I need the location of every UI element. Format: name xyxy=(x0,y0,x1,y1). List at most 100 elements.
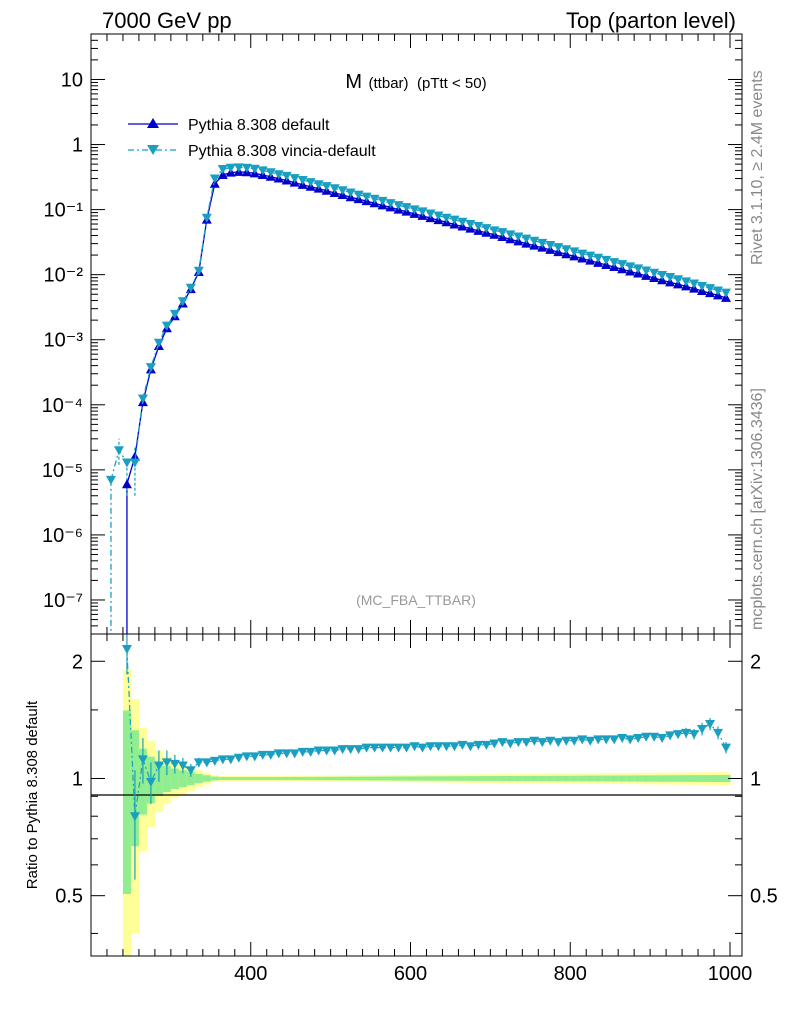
vincia-point xyxy=(153,338,164,348)
vincia-point xyxy=(641,266,652,276)
ratio-point xyxy=(209,756,220,766)
ratio-band-inner xyxy=(602,775,611,782)
vincia-point xyxy=(705,284,716,294)
ratio-band-inner xyxy=(426,776,435,781)
vincia-point xyxy=(633,264,644,274)
ratio-band-inner xyxy=(330,776,340,781)
vincia-point xyxy=(545,240,556,250)
ratio-band-inner xyxy=(282,777,292,780)
ratio-band-inner xyxy=(170,768,180,790)
ratio-point xyxy=(465,742,476,752)
ratio-band-inner xyxy=(522,775,531,782)
ratio-point xyxy=(457,740,468,750)
ratio-point xyxy=(577,735,588,745)
ratio-point xyxy=(289,749,300,759)
vincia-point xyxy=(649,268,660,278)
vincia-point xyxy=(561,245,572,255)
ratio-point xyxy=(393,743,404,753)
ratio-band-inner xyxy=(586,775,595,782)
ratio-point xyxy=(345,745,356,755)
ratio-band-inner xyxy=(642,775,651,782)
y-tick-label: 10⁻⁶ xyxy=(42,525,83,547)
ratio-point xyxy=(641,732,652,742)
y-tick-label: 10 xyxy=(61,69,83,91)
x-tick-label: 400 xyxy=(234,963,267,985)
vincia-point xyxy=(265,168,276,178)
vincia-point xyxy=(353,190,364,200)
main-axes: 10 1 10⁻¹ 10⁻² 10⁻³ 10⁻⁴ 10⁻⁵ 10⁻⁶ 10⁻⁷ xyxy=(42,33,742,635)
ratio-band-inner xyxy=(122,710,132,895)
vincia-point xyxy=(569,247,580,257)
vincia-point xyxy=(361,192,372,202)
vincia-point xyxy=(425,209,436,219)
ratio-point xyxy=(649,732,660,742)
vincia-point xyxy=(713,286,724,296)
ratio-point xyxy=(193,758,204,768)
ratio-point xyxy=(297,747,308,757)
ratio-point xyxy=(377,743,388,753)
ratio-point xyxy=(721,743,732,753)
vincia-point xyxy=(377,196,388,206)
ratio-data xyxy=(121,634,732,880)
ratio-point xyxy=(201,758,212,768)
ratio-point xyxy=(513,738,524,748)
ratio-point xyxy=(425,742,436,752)
ratio-y-tick-label-right: 1 xyxy=(750,768,761,790)
ratio-band-inner xyxy=(634,775,643,782)
vincia-point xyxy=(513,232,524,242)
ratio-point xyxy=(121,645,132,655)
vincia-point xyxy=(209,174,220,184)
ratio-point xyxy=(241,752,252,762)
ratio-point xyxy=(137,755,148,765)
vincia-point xyxy=(321,182,332,192)
ratio-point xyxy=(217,755,228,765)
vincia-point xyxy=(241,163,252,173)
ratio-point xyxy=(409,742,420,752)
vincia-point xyxy=(145,363,156,373)
ratio-band-inner xyxy=(298,776,308,781)
ratio-band-inner xyxy=(682,775,691,782)
y-tick-label: 10⁻³ xyxy=(44,330,84,352)
vincia-point xyxy=(497,228,508,238)
vincia-point xyxy=(121,458,132,468)
vincia-point xyxy=(441,213,452,223)
header-left: 7000 GeV pp xyxy=(102,8,232,33)
ratio-band-inner xyxy=(474,776,483,781)
ratio-point xyxy=(585,736,596,746)
ratio-band-inner xyxy=(354,776,364,781)
vincia-point xyxy=(529,236,540,246)
ratio-band-inner xyxy=(626,775,635,782)
vincia-point xyxy=(465,220,476,230)
ratio-band-inner xyxy=(546,775,555,782)
legend: Pythia 8.308 default Pythia 8.308 vincia… xyxy=(128,117,376,160)
ratio-point xyxy=(497,738,508,748)
ratio-point xyxy=(633,734,644,744)
ratio-vincia-line xyxy=(126,648,727,817)
ratio-point xyxy=(313,746,324,756)
vincia-point xyxy=(625,262,636,272)
ratio-point xyxy=(169,759,180,769)
ratio-point xyxy=(713,728,724,738)
mcplots-label: mcplots.cern.ch [arXiv:1306.3436] xyxy=(749,388,766,630)
watermark: (MC_FBA_TTBAR) xyxy=(356,592,476,608)
ratio-band-inner xyxy=(530,775,539,782)
ratio-band-inner xyxy=(442,776,451,781)
vincia-point xyxy=(161,321,172,331)
ratio-band-inner xyxy=(490,776,499,781)
vincia-point xyxy=(185,283,196,293)
ratio-band-inner xyxy=(618,775,627,782)
ratio-band-inner xyxy=(458,776,467,781)
ratio-band-inner xyxy=(482,776,491,781)
ratio-point xyxy=(153,761,164,771)
legend-marker-vincia xyxy=(147,145,159,155)
ratio-frame xyxy=(90,633,743,957)
ratio-band-inner xyxy=(658,775,667,782)
ratio-point xyxy=(705,720,716,730)
ratio-band-inner xyxy=(362,776,372,781)
ratio-band-inner xyxy=(554,775,563,782)
ratio-panel: 2 2 1 1 0.5 0.5 400 600 800 1000 Ratio to Pythia … xyxy=(24,633,778,985)
ratio-y-tick-label-right: 0.5 xyxy=(750,886,778,908)
ratio-band-inner xyxy=(386,776,396,781)
ratio-band-inner xyxy=(722,774,731,783)
vincia-point xyxy=(473,221,484,231)
